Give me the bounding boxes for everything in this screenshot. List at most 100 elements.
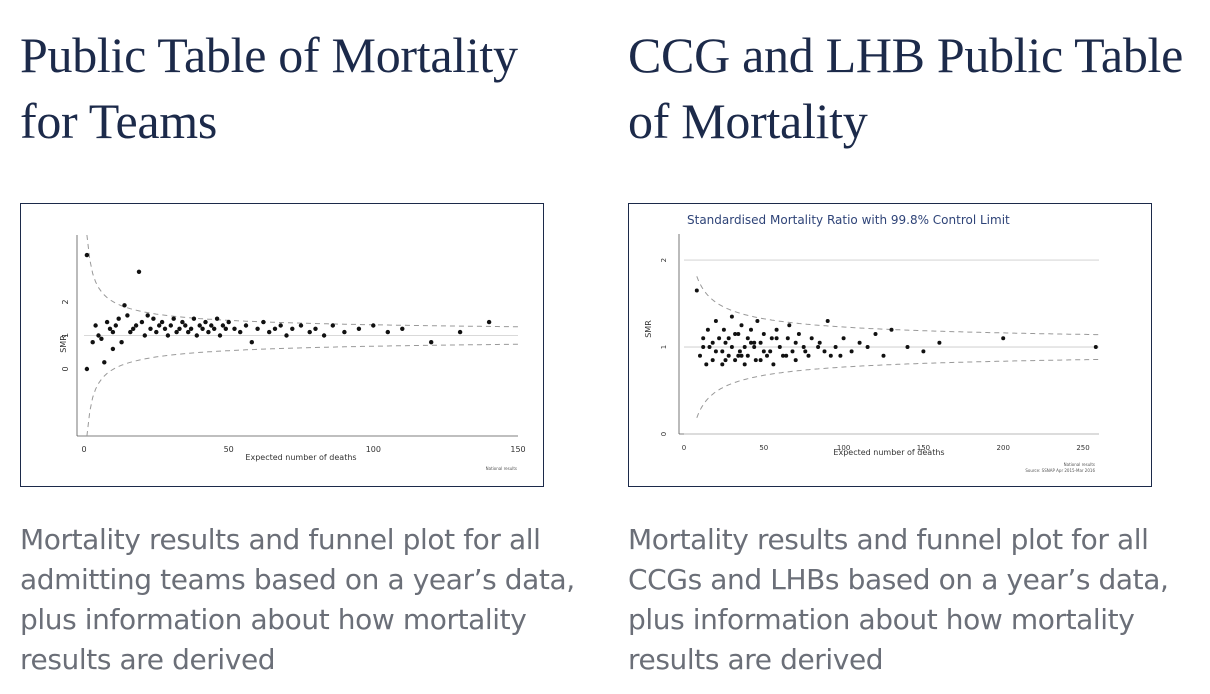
data-point [107, 326, 113, 331]
data-point [816, 345, 821, 349]
data-point [84, 252, 90, 258]
data-point [356, 326, 362, 331]
data-point [825, 319, 830, 323]
data-point [217, 333, 223, 338]
data-point [104, 319, 110, 325]
data-point [486, 319, 492, 325]
data-point [704, 362, 709, 367]
data-point [249, 340, 254, 345]
data-point [803, 349, 808, 354]
data-point [90, 340, 95, 345]
data-point [125, 313, 130, 318]
data-point [777, 345, 782, 349]
y-tick-label: 0 [61, 366, 70, 371]
funnel-plot-thumbnail[interactable]: Standardised Mortality Ratio with 99.8% … [628, 203, 1152, 487]
data-point [99, 336, 104, 341]
data-point [865, 345, 870, 349]
data-point [771, 362, 776, 367]
data-point [849, 349, 854, 354]
data-point [749, 327, 753, 332]
data-point [151, 316, 156, 321]
data-point [710, 340, 715, 345]
data-point [243, 323, 249, 328]
data-point [203, 319, 208, 325]
data-point [133, 323, 139, 328]
data-point [290, 326, 295, 331]
data-point [753, 358, 758, 363]
card-description: Mortality results and funnel plot for al… [628, 523, 1169, 676]
data-point [726, 353, 731, 358]
data-point [191, 316, 197, 321]
data-point [758, 358, 763, 363]
data-point [128, 329, 133, 335]
data-point [737, 349, 742, 354]
data-point [793, 340, 798, 345]
y-tick-label: 2 [61, 299, 70, 304]
data-point [755, 319, 760, 323]
data-point [841, 336, 846, 341]
data-point [781, 353, 785, 358]
data-point [238, 329, 243, 335]
data-point [749, 340, 753, 345]
data-point [742, 345, 747, 349]
data-point [774, 336, 779, 341]
data-point [817, 340, 822, 345]
data-point [768, 349, 773, 354]
data-point [168, 323, 173, 328]
data-point [197, 323, 202, 328]
x-axis-label: Expected number of deaths [833, 448, 944, 457]
data-point [742, 362, 747, 367]
data-point [159, 319, 165, 325]
data-point [93, 323, 98, 328]
data-point [739, 353, 744, 358]
data-point [765, 353, 769, 358]
data-point [200, 326, 205, 331]
data-point [796, 332, 801, 336]
data-point [733, 332, 738, 336]
data-point [119, 340, 124, 345]
data-point [784, 353, 789, 358]
data-point [171, 316, 176, 321]
data-point [881, 353, 886, 358]
data-point [278, 323, 283, 328]
chart-footnote: National results [486, 466, 517, 471]
data-point [713, 319, 718, 323]
data-point [188, 326, 194, 331]
data-point [833, 345, 838, 349]
data-point [136, 269, 142, 274]
data-point [873, 332, 878, 336]
data-point [122, 303, 127, 308]
data-point [785, 336, 790, 341]
x-tick-label: 150 [510, 445, 525, 454]
funnel-plot-teams: 0 50 100 150 0 1 2 SMR Expected number of deat… [59, 234, 526, 471]
funnel-plot-thumbnail[interactable]: 0 50 100 150 0 1 2 SMR Expected number of deat… [20, 203, 544, 487]
data-point [194, 333, 199, 338]
data-point [429, 340, 434, 345]
data-point [723, 358, 728, 363]
data-point [298, 323, 304, 328]
data-point [174, 329, 179, 335]
data-point [769, 336, 774, 341]
data-point [457, 329, 463, 335]
data-point [739, 323, 744, 328]
x-tick-label: 0 [682, 444, 686, 452]
data-point [162, 326, 168, 331]
data-point [828, 353, 833, 358]
y-tick-label: 0 [660, 432, 668, 436]
data-point [113, 323, 119, 328]
card-title-link[interactable]: Public Table of Mortality for Teams [20, 27, 518, 149]
data-point [720, 349, 725, 354]
x-tick-label: 50 [759, 444, 768, 452]
data-point [307, 329, 312, 335]
data-point [838, 353, 843, 358]
card-title-link[interactable]: CCG and LHB Public Table of Mortality [628, 27, 1184, 149]
y-tick-label: 2 [660, 258, 668, 262]
data-point [921, 349, 926, 354]
y-tick-label: 1 [660, 345, 668, 349]
y-axis-label: SMR [59, 335, 68, 353]
card-mortality-teams: Public Table of Mortality for Teams 0 50 1… [20, 0, 580, 694]
data-point [212, 326, 217, 331]
data-point [400, 326, 405, 331]
data-point [889, 327, 894, 332]
data-point [736, 353, 741, 358]
